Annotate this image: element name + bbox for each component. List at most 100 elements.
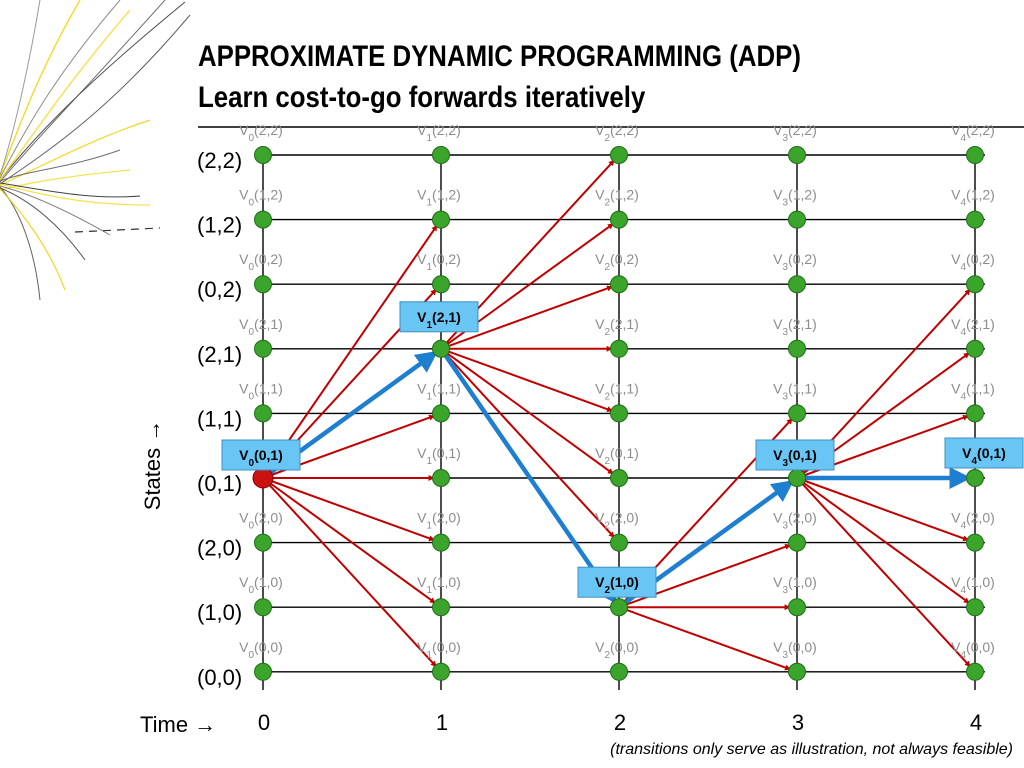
value-label-text: V3(2,0) bbox=[773, 510, 817, 532]
value-label-text: V2(1,1) bbox=[595, 380, 639, 402]
state-node bbox=[966, 146, 984, 164]
value-label: V2(2,0) bbox=[595, 510, 639, 532]
value-label: V0(1,2) bbox=[239, 187, 283, 209]
state-node bbox=[966, 275, 984, 294]
state-node bbox=[610, 598, 628, 617]
decor-dashed-line bbox=[74, 227, 161, 233]
value-label: V1(0,2) bbox=[417, 251, 461, 273]
value-label-text: V4(2,2) bbox=[951, 122, 995, 144]
value-label-text: V1(0,0) bbox=[417, 639, 461, 661]
value-label-box bbox=[399, 301, 479, 333]
value-label: V3(0,2) bbox=[773, 251, 817, 273]
state-node bbox=[610, 210, 628, 229]
decor-stroke bbox=[0, 149, 121, 182]
state-node bbox=[610, 662, 628, 681]
value-label: V1(2,2) bbox=[417, 122, 461, 144]
value-label: V1(1,0) bbox=[417, 574, 461, 596]
value-label: V4(0,2) bbox=[951, 251, 995, 273]
value-label: V0(2,0) bbox=[239, 510, 283, 532]
value-label-text: V2(0,0) bbox=[595, 639, 639, 661]
value-label: V0(0,0) bbox=[239, 639, 283, 661]
value-label-text: V3(2,2) bbox=[773, 122, 817, 144]
decor-stroke bbox=[0, 9, 131, 181]
time-tick-label: 2 bbox=[614, 710, 626, 735]
state-label: (2,1) bbox=[197, 342, 242, 367]
value-label-text: V1(1,1) bbox=[417, 380, 461, 402]
value-label: V4(1,0) bbox=[951, 574, 995, 596]
decor-stroke bbox=[0, 185, 111, 236]
highlighted-value-label: V0(0,1) bbox=[221, 439, 301, 471]
transition-arrow bbox=[262, 477, 438, 668]
state-node bbox=[610, 275, 628, 294]
value-label-text: V2(2,2) bbox=[595, 122, 639, 144]
decor-stroke bbox=[0, 169, 131, 191]
value-label-box bbox=[944, 437, 1024, 469]
value-label-text: V4(1,2) bbox=[951, 187, 995, 209]
value-label-text: V3(1,1) bbox=[773, 380, 817, 402]
state-node bbox=[432, 533, 450, 552]
value-label: V0(2,2) bbox=[239, 122, 283, 144]
value-label-text: V0(1,1) bbox=[239, 380, 283, 402]
state-label: (0,1) bbox=[197, 471, 242, 496]
state-node bbox=[432, 210, 450, 229]
state-node bbox=[254, 598, 272, 617]
value-label-text: V0(2,2) bbox=[239, 122, 283, 144]
state-node bbox=[788, 533, 806, 552]
value-label-text: V0(0,0) bbox=[239, 639, 283, 661]
value-label-text: V3(1,2) bbox=[773, 187, 817, 209]
state-node bbox=[966, 339, 984, 358]
value-label: V0(1,0) bbox=[239, 574, 283, 596]
time-tick-label: 4 bbox=[970, 710, 982, 735]
value-label-text: V4(2,1) bbox=[951, 316, 995, 338]
value-label: V2(2,2) bbox=[595, 122, 639, 144]
transition-arrow bbox=[262, 477, 435, 542]
value-label: V4(1,2) bbox=[951, 187, 995, 209]
state-node bbox=[610, 469, 628, 487]
slide-title-line1: APPROXIMATE DYNAMIC PROGRAMMING (ADP) bbox=[198, 40, 801, 73]
state-node bbox=[432, 339, 450, 358]
footnote: (transitions only serve as illustration,… bbox=[610, 741, 1013, 758]
decor-stroke bbox=[0, 14, 191, 185]
state-node bbox=[432, 469, 450, 487]
decor-stroke bbox=[0, 1, 186, 181]
state-node bbox=[254, 533, 272, 552]
time-tick-label: 3 bbox=[792, 710, 804, 735]
state-label: (1,1) bbox=[197, 406, 242, 431]
value-label: V4(0,0) bbox=[951, 639, 995, 661]
value-label-text: V2(1,2) bbox=[595, 187, 639, 209]
decor-stroke bbox=[0, 0, 41, 176]
value-label-text: V1(1,2) bbox=[417, 187, 461, 209]
slide-title-line2: Learn cost-to-go forwards iteratively bbox=[198, 81, 646, 114]
state-label: (0,0) bbox=[197, 665, 242, 690]
value-label-box bbox=[221, 439, 301, 471]
state-label: (2,2) bbox=[197, 148, 242, 173]
state-node bbox=[788, 404, 806, 423]
value-label-text: V3(1,0) bbox=[773, 574, 817, 596]
decor-stroke bbox=[0, 183, 151, 206]
value-label-text: V2(2,1) bbox=[595, 316, 639, 338]
value-label-text: V1(2,0) bbox=[417, 510, 461, 532]
value-label: V2(0,1) bbox=[595, 445, 639, 467]
value-label-box bbox=[577, 566, 657, 598]
transition-arrow bbox=[262, 477, 436, 604]
state-node bbox=[254, 339, 272, 358]
value-label-text: V4(0,1) bbox=[962, 445, 1006, 467]
value-label-text: V2(0,2) bbox=[595, 251, 639, 273]
time-tick-label: 1 bbox=[436, 710, 448, 735]
value-label-text: V1(0,2) bbox=[417, 251, 461, 273]
state-node bbox=[254, 210, 272, 229]
state-node bbox=[788, 598, 806, 617]
value-label: V1(0,1) bbox=[417, 445, 461, 467]
state-node bbox=[788, 469, 806, 487]
transition-arrow bbox=[796, 477, 970, 604]
value-label-text: V4(1,1) bbox=[951, 380, 995, 402]
state-label: (1,2) bbox=[197, 213, 242, 238]
slide-title: APPROXIMATE DYNAMIC PROGRAMMING (ADP) Le… bbox=[198, 36, 801, 118]
value-label-text: V1(1,0) bbox=[417, 574, 461, 596]
value-label-box bbox=[755, 439, 835, 471]
decor-stroke bbox=[0, 182, 141, 198]
start-node bbox=[252, 467, 274, 489]
state-node bbox=[432, 146, 450, 164]
value-label: V0(2,1) bbox=[239, 316, 283, 338]
state-node bbox=[966, 404, 984, 423]
